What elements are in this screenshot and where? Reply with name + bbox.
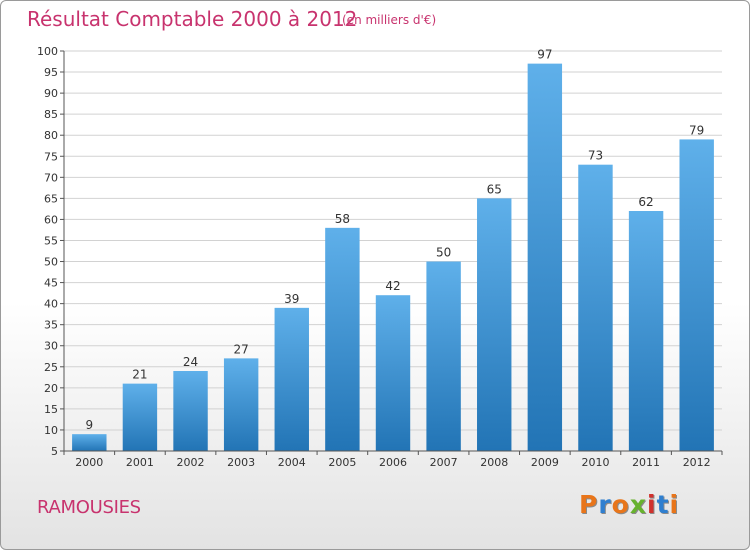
y-tick-label: 85 bbox=[44, 108, 58, 121]
proxiti-logo: Proxiti bbox=[579, 490, 679, 519]
bar-2012 bbox=[679, 139, 714, 451]
y-tick-label: 45 bbox=[44, 277, 58, 290]
logo-letter: r bbox=[598, 490, 612, 519]
logo-letter: i bbox=[669, 490, 680, 519]
y-tick-label: 30 bbox=[44, 340, 58, 353]
y-tick-label: 5 bbox=[51, 445, 58, 458]
bar-2009 bbox=[527, 63, 563, 451]
y-tick-label: 40 bbox=[44, 298, 58, 311]
bar-2010 bbox=[578, 164, 613, 451]
logo-letter: i bbox=[647, 490, 657, 519]
x-tick-label: 2009 bbox=[531, 456, 559, 469]
data-label-2012: 79 bbox=[689, 123, 704, 137]
x-tick-label: 2003 bbox=[227, 456, 255, 469]
y-tick-label: 90 bbox=[44, 87, 58, 100]
x-tick-label: 2010 bbox=[581, 456, 609, 469]
data-label-2011: 62 bbox=[638, 195, 653, 209]
data-label-2010: 73 bbox=[588, 149, 603, 163]
data-label-2001: 21 bbox=[132, 368, 147, 382]
commune-name: RAMOUSIES bbox=[37, 497, 141, 518]
data-label-2009: 97 bbox=[537, 48, 552, 62]
data-label-2006: 42 bbox=[385, 279, 400, 293]
logo-letter: P bbox=[579, 490, 599, 519]
y-tick-label: 20 bbox=[44, 382, 58, 395]
x-tick-label: 2000 bbox=[75, 456, 103, 469]
y-tick-label: 65 bbox=[44, 192, 58, 205]
bar-2005 bbox=[325, 227, 360, 451]
y-tick-label: 70 bbox=[44, 171, 58, 184]
data-label-2007: 50 bbox=[436, 246, 451, 260]
bars: 9 21 24 27 39 58 42 50 65 97 73 62 79 bbox=[72, 48, 714, 451]
x-tick-label: 2011 bbox=[632, 456, 660, 469]
logo-letter: o bbox=[611, 490, 630, 519]
bar-2006 bbox=[375, 295, 411, 451]
bar-2001 bbox=[122, 383, 158, 451]
bar-2008 bbox=[477, 198, 512, 451]
y-tick-label: 100 bbox=[37, 45, 58, 58]
x-axis: 2000 2001 2002 2003 2004 2005 2006 2007 2008 2009… bbox=[63, 450, 723, 469]
y-axis: 5 10 15 20 25 30 35 40 45 50 55 60 65 70 75 80 85 90 95 100 bbox=[37, 45, 65, 458]
y-tick-label: 95 bbox=[44, 66, 58, 79]
data-label-2005: 58 bbox=[335, 212, 350, 226]
bar-2003 bbox=[223, 358, 259, 451]
data-label-2008: 65 bbox=[487, 182, 502, 196]
bar-2000 bbox=[72, 434, 107, 451]
chart-title: Résultat Comptable 2000 à 2012 bbox=[27, 7, 358, 31]
x-tick-label: 2005 bbox=[328, 456, 356, 469]
bar-2007 bbox=[426, 261, 461, 451]
x-tick-label: 2004 bbox=[278, 456, 306, 469]
chart-subtitle: (en milliers d'€) bbox=[342, 13, 437, 27]
x-tick-label: 2001 bbox=[126, 456, 154, 469]
bar-2004 bbox=[274, 307, 309, 451]
y-tick-label: 35 bbox=[44, 319, 58, 332]
data-label-2004: 39 bbox=[284, 292, 299, 306]
x-tick-label: 2012 bbox=[683, 456, 711, 469]
y-tick-label: 55 bbox=[44, 234, 58, 247]
bar-2011 bbox=[628, 211, 664, 451]
data-label-2003: 27 bbox=[234, 342, 249, 356]
y-tick-label: 15 bbox=[44, 403, 58, 416]
x-tick-label: 2006 bbox=[379, 456, 407, 469]
logo-letter: x bbox=[629, 490, 647, 519]
y-tick-label: 80 bbox=[44, 129, 58, 142]
y-tick-label: 60 bbox=[44, 213, 58, 226]
x-tick-label: 2008 bbox=[480, 456, 508, 469]
y-tick-label: 75 bbox=[44, 150, 58, 163]
x-tick-label: 2002 bbox=[177, 456, 205, 469]
x-tick-label: 2007 bbox=[430, 456, 458, 469]
y-tick-label: 10 bbox=[44, 424, 58, 437]
y-tick-label: 50 bbox=[44, 256, 58, 269]
data-label-2000: 9 bbox=[85, 418, 93, 432]
data-label-2002: 24 bbox=[183, 355, 198, 369]
bar-2002 bbox=[173, 371, 208, 451]
logo-letter: t bbox=[656, 490, 670, 519]
y-tick-label: 25 bbox=[44, 361, 58, 374]
